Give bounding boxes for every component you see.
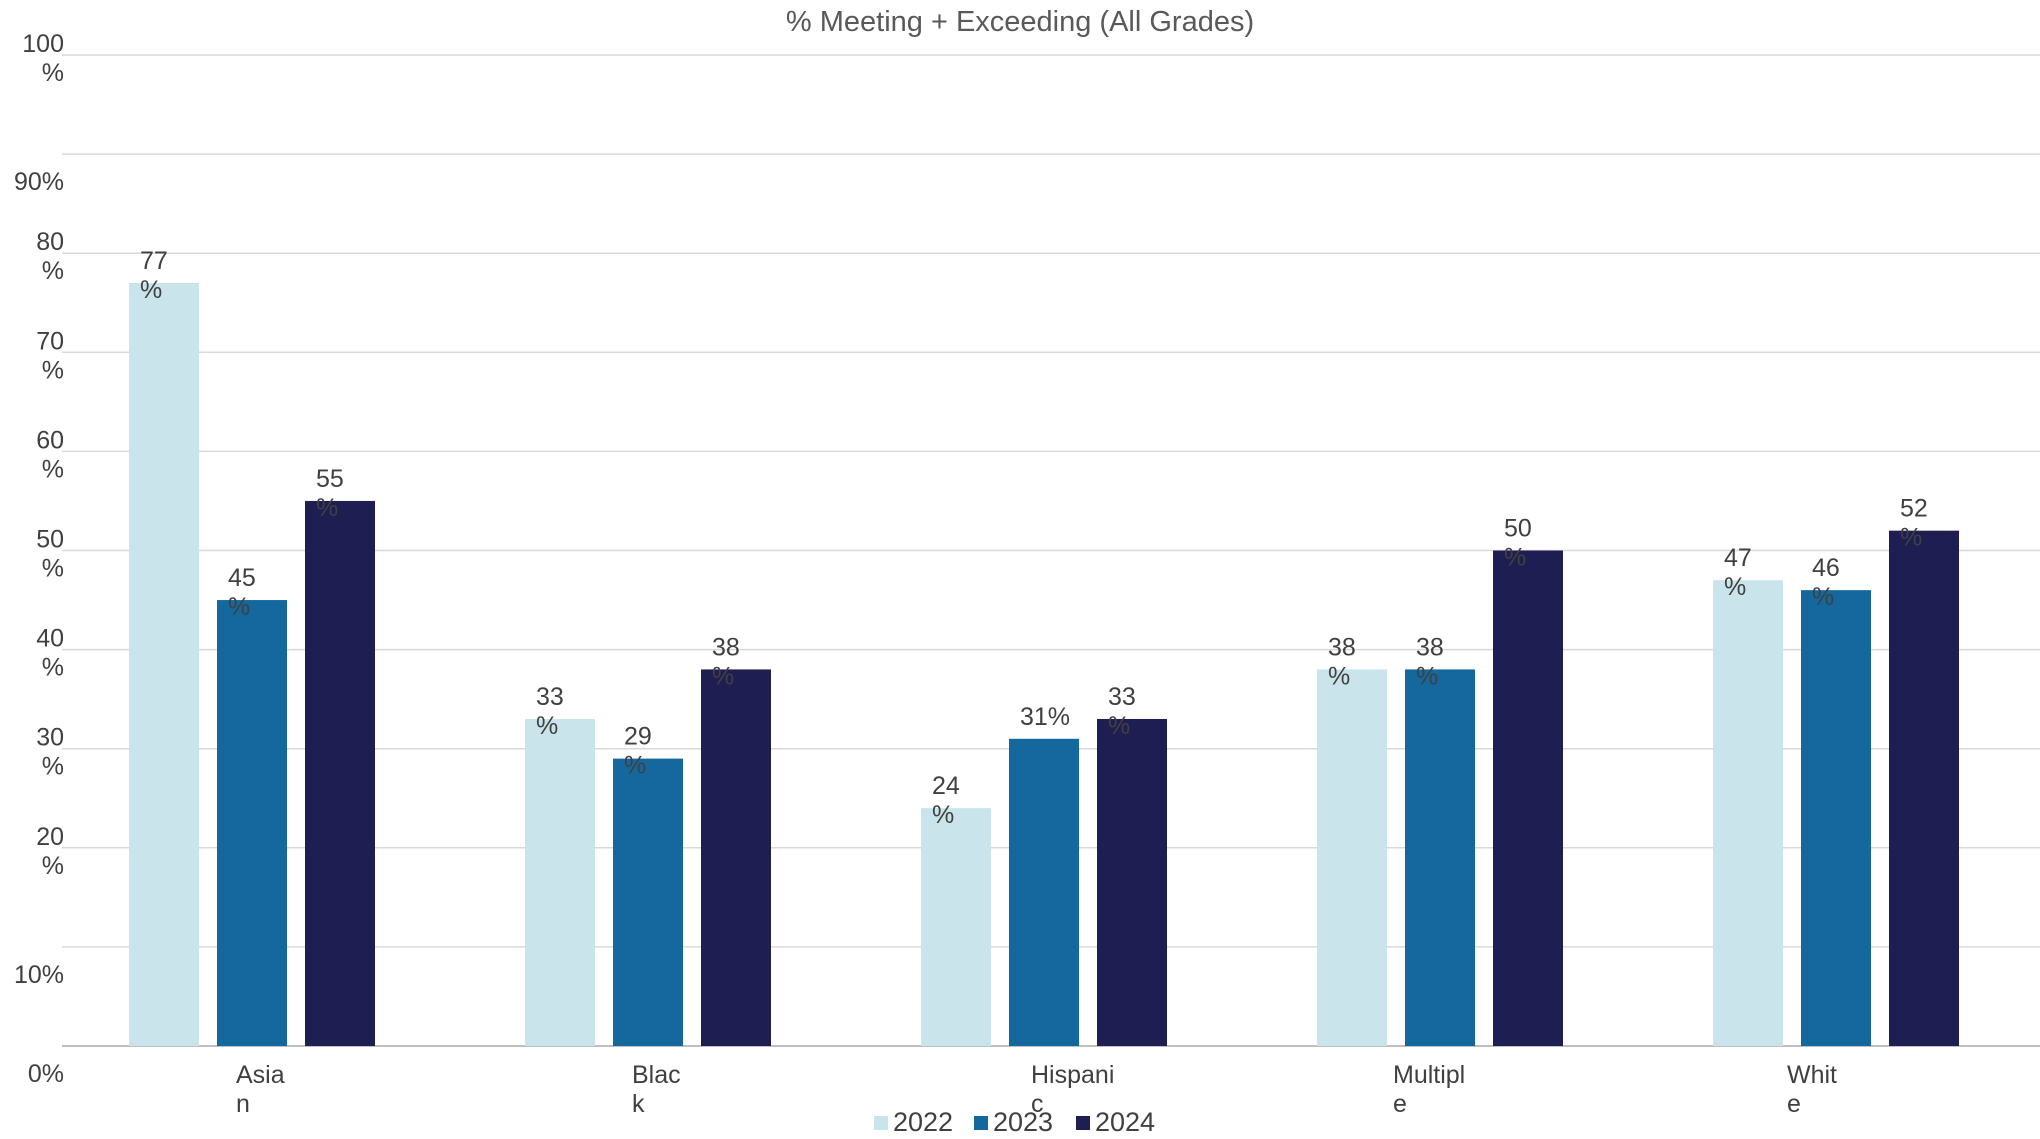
- category-label: Whit e: [1787, 1061, 1837, 1118]
- legend-label: 2024: [1095, 1107, 1155, 1137]
- data-label: 46%: [1812, 554, 1840, 611]
- gridlines: [62, 54, 2040, 1047]
- bar-2023: [1801, 590, 1871, 1046]
- bar-2023: [1009, 738, 1079, 1046]
- category-label: Hispani c: [1031, 1061, 1114, 1118]
- legend-label: 2023: [993, 1107, 1053, 1137]
- category-label: Multipl e: [1393, 1061, 1465, 1118]
- y-tick-label: 30%: [36, 724, 64, 781]
- bar-2022: [1713, 580, 1783, 1046]
- category-label: Blac k: [632, 1061, 681, 1118]
- bar-2024: [1493, 550, 1563, 1046]
- x-axis-category-labels: Asia n Blac k Hispani c Multipl e Whit e: [236, 1061, 1837, 1118]
- data-label: 38%: [1416, 633, 1444, 690]
- bar-2023: [1405, 669, 1475, 1046]
- data-label: 31%: [1020, 703, 1070, 731]
- bar-2024: [701, 669, 771, 1046]
- legend: 2022 2023 2024: [874, 1107, 1155, 1137]
- y-tick-label: 60%: [36, 426, 64, 483]
- y-tick-label: 20%: [36, 823, 64, 880]
- data-label: 33%: [536, 683, 564, 740]
- y-tick-label: 70%: [36, 327, 64, 384]
- data-label: 45%: [228, 564, 256, 621]
- data-label: 38%: [712, 633, 740, 690]
- data-label: 55%: [316, 465, 344, 522]
- chart-title: % Meeting + Exceeding (All Grades): [786, 6, 1254, 38]
- y-tick-label: 100%: [22, 30, 64, 87]
- data-label: 52%: [1900, 495, 1928, 552]
- data-label: 47%: [1724, 544, 1752, 601]
- data-labels: 77 % 45 % 55 % 33% 29 % 38 % 24 % 31% 33 % 38 % 38 % 50% 47 % 4…: [140, 247, 1928, 829]
- bar-2022: [129, 282, 199, 1046]
- bar-2024: [305, 500, 375, 1046]
- bar-2024: [1889, 530, 1959, 1046]
- legend-label: 2022: [893, 1107, 953, 1137]
- data-label: 29%: [624, 723, 652, 780]
- data-label: 77%: [140, 247, 168, 304]
- bar-2023: [613, 758, 683, 1046]
- y-tick-label: 80%: [36, 228, 64, 285]
- y-tick-label: 10%: [14, 961, 64, 989]
- legend-swatch-2022: [874, 1116, 888, 1130]
- y-tick-label: 40%: [36, 625, 64, 682]
- y-tick-label: 50%: [36, 526, 64, 583]
- category-label: Asia n: [236, 1061, 285, 1118]
- y-tick-label: 90%: [14, 168, 64, 196]
- legend-swatch-2024: [1076, 1116, 1090, 1130]
- bars: [129, 282, 1959, 1046]
- data-label: 50%: [1504, 515, 1532, 572]
- bar-2022: [1317, 669, 1387, 1046]
- data-label: 24%: [932, 772, 960, 829]
- bar-2024: [1097, 718, 1167, 1046]
- bar-2023: [217, 600, 287, 1046]
- y-tick-label: 0%: [28, 1060, 64, 1088]
- bar-2022: [525, 718, 595, 1046]
- data-label: 33%: [1108, 683, 1136, 740]
- y-axis-tick-labels: 0% 10% 20 % 30 % 40 % 50 % 60 % 70 % 80 % 90% 100%: [14, 30, 64, 1088]
- bar-2022: [921, 808, 991, 1046]
- legend-swatch-2023: [974, 1116, 988, 1130]
- data-label: 38%: [1328, 633, 1356, 690]
